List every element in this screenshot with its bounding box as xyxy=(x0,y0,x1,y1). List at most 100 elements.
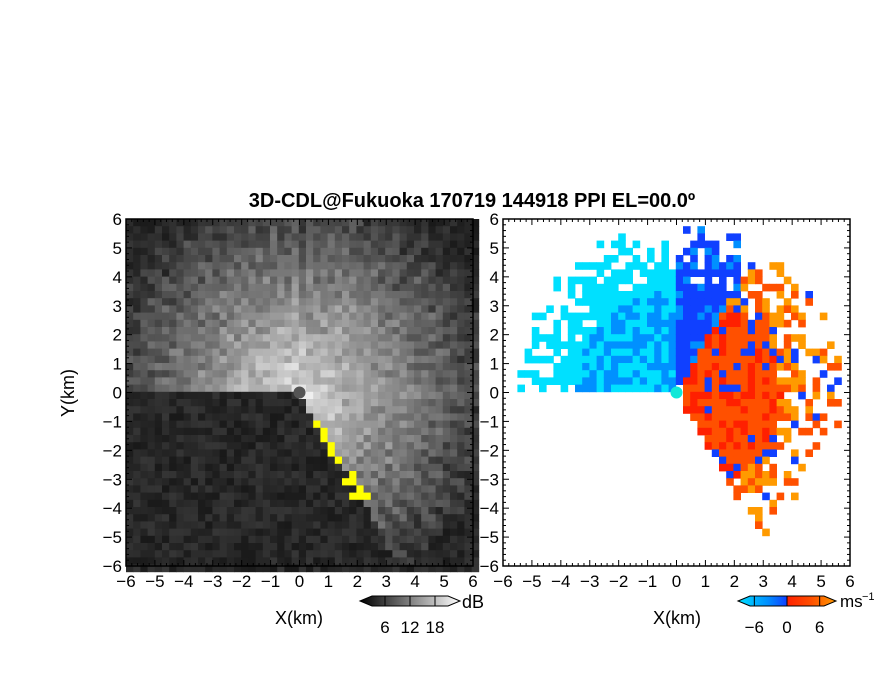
snr-cell xyxy=(342,456,350,465)
snr-cell xyxy=(241,334,249,342)
snr-cell xyxy=(198,269,206,277)
snr-cell xyxy=(277,543,285,551)
snr-cell xyxy=(154,262,163,270)
snr-cell xyxy=(298,262,307,270)
snr-cell xyxy=(154,226,163,234)
snr-cell xyxy=(464,478,472,486)
snr-cell xyxy=(140,370,148,378)
snr-cell xyxy=(126,507,134,515)
snr-cell xyxy=(226,255,235,263)
snr-cell xyxy=(428,283,436,292)
snr-cell xyxy=(450,355,458,364)
snr-cell xyxy=(277,485,285,493)
snr-cell xyxy=(334,499,343,508)
snr-cell xyxy=(270,276,278,285)
snr-cell xyxy=(226,262,235,270)
snr-cell xyxy=(147,269,156,277)
snr-cell xyxy=(270,233,278,241)
snr-cell xyxy=(471,564,480,573)
snr-cell xyxy=(442,521,451,529)
snr-cell xyxy=(277,478,285,486)
snr-cell xyxy=(205,233,213,241)
velocity-cell xyxy=(675,269,684,277)
snr-cell xyxy=(313,327,321,335)
snr-cell xyxy=(313,485,321,493)
snr-cell xyxy=(241,449,249,457)
snr-cell xyxy=(334,377,343,385)
snr-cell xyxy=(306,521,314,529)
snr-cell xyxy=(385,535,393,544)
snr-cell xyxy=(183,471,192,479)
snr-cell xyxy=(342,391,350,400)
snr-cell xyxy=(392,550,400,558)
snr-cell xyxy=(457,255,465,263)
snr-cell xyxy=(147,363,156,371)
snr-cell xyxy=(442,370,451,378)
snr-cell xyxy=(342,226,350,234)
snr-cell xyxy=(464,406,472,414)
snr-cell xyxy=(471,327,480,335)
snr-cell xyxy=(313,384,321,393)
snr-cell xyxy=(198,485,206,493)
velocity-cell xyxy=(719,377,727,385)
snr-cell xyxy=(183,334,192,342)
snr-cell xyxy=(133,521,141,529)
snr-cell xyxy=(262,276,271,285)
snr-cell xyxy=(399,240,408,249)
snr-cell xyxy=(471,499,480,508)
snr-cell xyxy=(190,283,199,292)
snr-cell xyxy=(248,276,256,285)
snr-cell xyxy=(198,521,206,529)
snr-cell xyxy=(471,363,480,371)
snr-cell xyxy=(406,370,415,378)
snr-cell xyxy=(298,399,307,407)
snr-cell xyxy=(234,219,242,227)
snr-cell xyxy=(392,226,400,234)
velocity-cell xyxy=(654,370,662,378)
snr-cell xyxy=(154,312,163,321)
velocity-cell xyxy=(755,399,763,407)
snr-cell xyxy=(198,226,206,234)
snr-cell xyxy=(284,391,292,400)
velocity-cell xyxy=(740,377,749,385)
snr-cell xyxy=(162,435,170,443)
snr-cell xyxy=(234,327,242,335)
velocity-cell xyxy=(755,406,763,414)
velocity-cell xyxy=(783,399,792,407)
velocity-cell xyxy=(755,276,763,285)
snr-cell xyxy=(471,247,480,256)
snr-cell xyxy=(176,427,184,436)
snr-cell xyxy=(154,435,163,443)
y-tick-label: −3 xyxy=(480,470,499,489)
snr-cell xyxy=(471,528,480,537)
velocity-cell xyxy=(719,327,727,335)
snr-cell xyxy=(349,420,357,429)
snr-cell xyxy=(205,435,213,443)
velocity-cell xyxy=(733,319,741,328)
snr-cell xyxy=(378,247,386,256)
snr-cell xyxy=(399,442,408,450)
snr-cell xyxy=(435,312,444,321)
snr-cell xyxy=(219,247,228,256)
snr-cell xyxy=(457,406,465,414)
snr-cell xyxy=(378,240,386,249)
velocity-cell xyxy=(654,305,662,313)
snr-cell xyxy=(428,521,436,529)
velocity-cell xyxy=(762,370,770,378)
snr-cell xyxy=(183,528,192,537)
snr-cell xyxy=(406,355,415,364)
snr-cell xyxy=(435,319,444,328)
snr-cell xyxy=(298,413,307,421)
snr-cell xyxy=(378,543,386,551)
snr-cell xyxy=(205,283,213,292)
snr-cell xyxy=(457,514,465,522)
snr-cell xyxy=(277,514,285,522)
velocity-cell xyxy=(769,435,777,443)
snr-cell xyxy=(190,341,199,349)
snr-cell xyxy=(226,355,235,364)
snr-cell xyxy=(327,391,336,400)
snr-cell xyxy=(349,514,357,522)
snr-cell xyxy=(450,463,458,472)
velocity-cell xyxy=(740,420,749,429)
snr-cell xyxy=(205,262,213,270)
